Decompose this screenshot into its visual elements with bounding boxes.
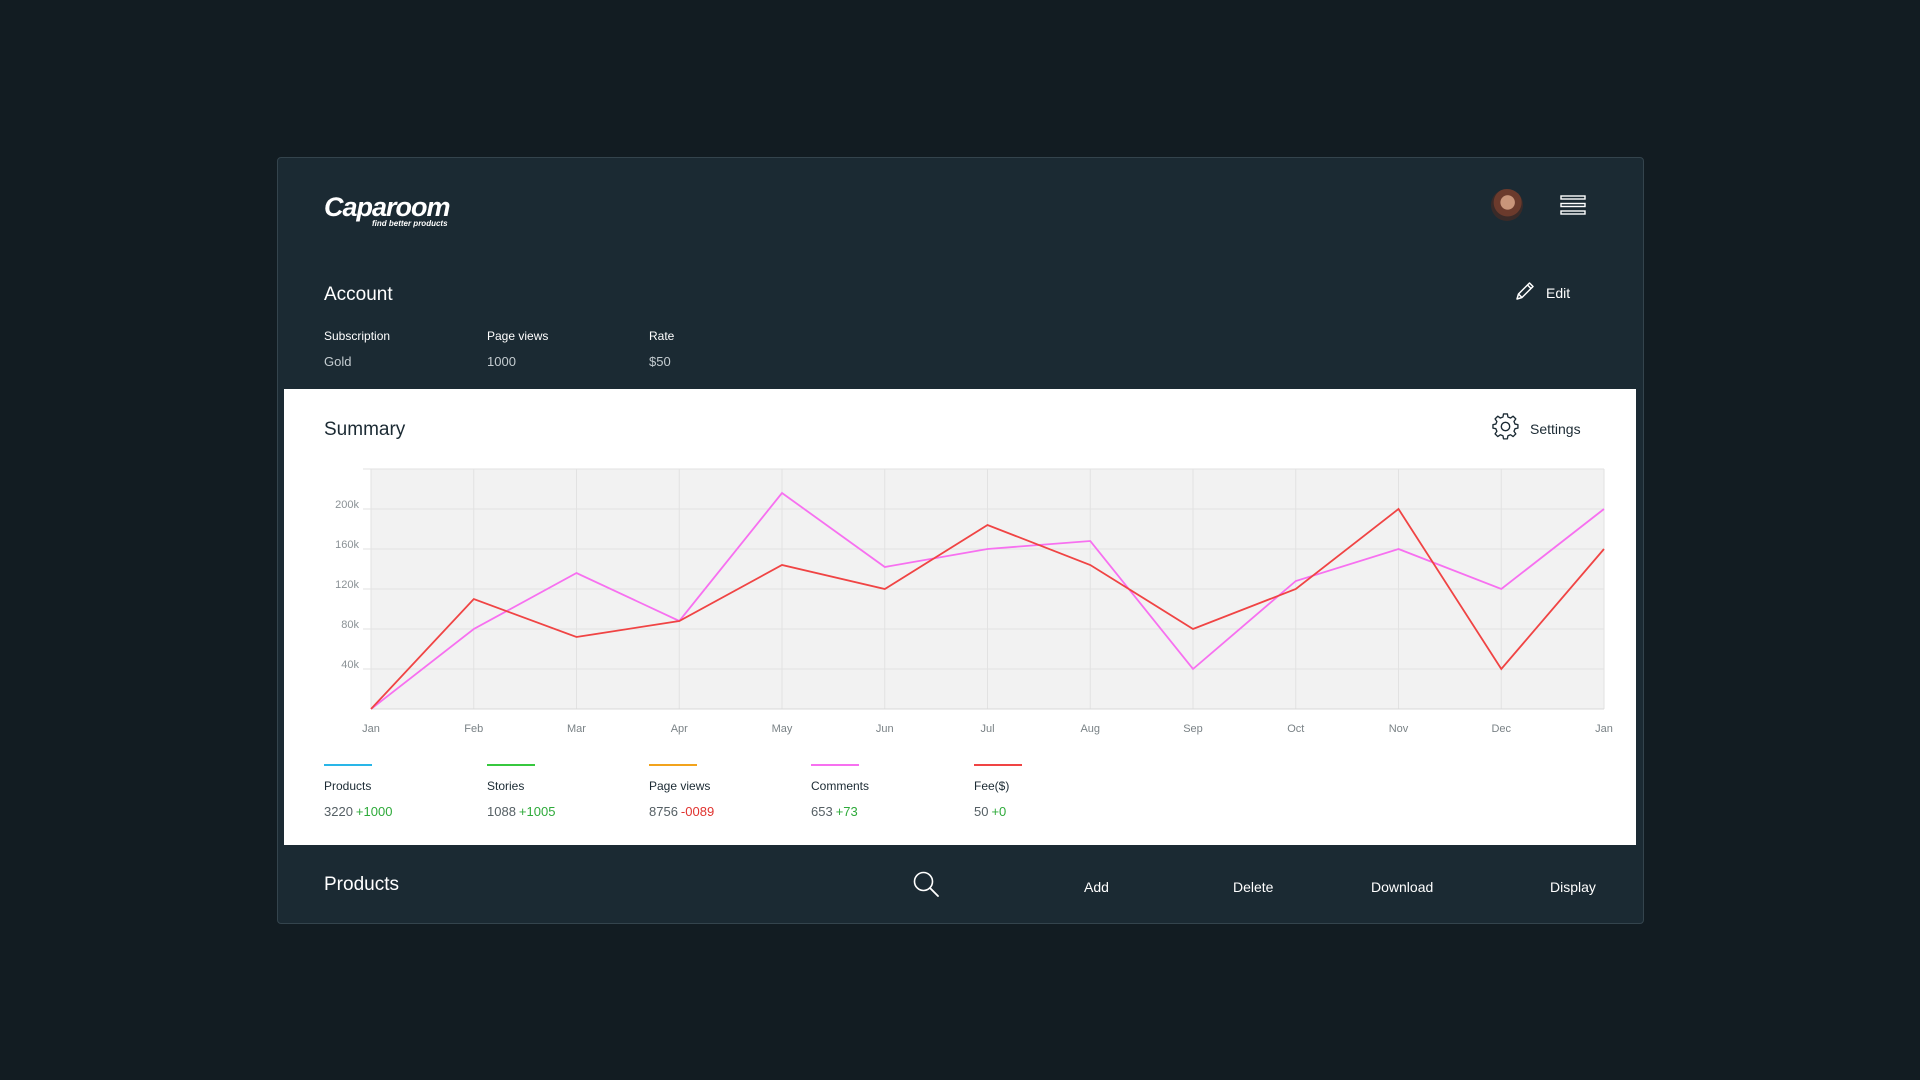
user-avatar[interactable] bbox=[1491, 189, 1523, 221]
y-tick-label: 40k bbox=[341, 659, 359, 671]
delete-button[interactable]: Delete bbox=[1233, 879, 1274, 895]
brand-logo[interactable]: Caparoom find better products bbox=[324, 192, 451, 228]
rate-field: Rate $50 bbox=[649, 329, 674, 369]
page-views-label: Page views bbox=[487, 329, 549, 343]
legend-products: Products 3220 +1000 bbox=[324, 764, 424, 819]
legend-value: 653 bbox=[811, 804, 833, 819]
y-tick-label: 160k bbox=[335, 539, 359, 551]
x-tick-label: Mar bbox=[567, 723, 586, 735]
edit-button[interactable]: Edit bbox=[1514, 280, 1570, 305]
legend-swatch bbox=[324, 764, 372, 766]
legend-label: Fee($) bbox=[974, 779, 1010, 793]
legend-value: 1088 bbox=[487, 804, 516, 819]
display-button[interactable]: Display bbox=[1550, 879, 1596, 895]
download-button[interactable]: Download bbox=[1371, 879, 1434, 895]
legend-label: Products bbox=[324, 779, 372, 793]
legend-value: 8756 bbox=[649, 804, 678, 819]
x-tick-label: Jan bbox=[1595, 723, 1613, 735]
brand-name: Caparoom bbox=[324, 192, 451, 222]
pencil-icon bbox=[1514, 280, 1536, 305]
summary-card: Summary Settings 40k 80k 120k 160k 200k Jan Fe… bbox=[284, 389, 1636, 845]
legend-label: Stories bbox=[487, 779, 525, 793]
legend-delta: +73 bbox=[835, 804, 858, 819]
settings-label: Settings bbox=[1530, 420, 1581, 437]
x-tick-label: Aug bbox=[1080, 723, 1100, 735]
products-title: Products bbox=[324, 874, 399, 895]
legend-value: 50 bbox=[974, 804, 989, 819]
y-tick-label: 200k bbox=[335, 499, 359, 511]
summary-title: Summary bbox=[324, 419, 406, 440]
page-views-value: 1000 bbox=[487, 354, 516, 369]
legend-swatch bbox=[649, 764, 697, 766]
rate-value: $50 bbox=[649, 354, 671, 369]
legend-values: 3220 +1000 bbox=[324, 804, 424, 819]
legend-stories: Stories 1088 +1005 bbox=[487, 764, 587, 819]
subscription-value: Gold bbox=[324, 354, 352, 369]
legend-delta: +1000 bbox=[355, 804, 393, 819]
legend-swatch bbox=[811, 764, 859, 766]
dashboard-panel: Caparoom find better products Account Ed… bbox=[277, 157, 1644, 924]
legend-delta: -0089 bbox=[680, 804, 715, 819]
legend-label: Comments bbox=[811, 779, 870, 793]
subscription-label: Subscription bbox=[324, 329, 391, 343]
legend-values: 8756 -0089 bbox=[649, 804, 749, 819]
y-tick-label: 120k bbox=[335, 579, 359, 591]
legend-values: 653 +73 bbox=[811, 804, 911, 819]
account-title: Account bbox=[324, 284, 393, 305]
brand-tagline: find better products bbox=[371, 219, 448, 228]
x-tick-label: May bbox=[772, 723, 793, 735]
legend-delta: +1005 bbox=[518, 804, 556, 819]
hamburger-menu-icon[interactable] bbox=[1560, 195, 1586, 215]
x-tick-label: Dec bbox=[1491, 723, 1511, 735]
series-line-comments bbox=[370, 491, 1605, 710]
add-button[interactable]: Add bbox=[1084, 879, 1109, 895]
legend-page-views: Page views 8756 -0089 bbox=[649, 764, 749, 819]
y-tick-label: 80k bbox=[341, 619, 359, 631]
x-tick-label: Jun bbox=[876, 723, 894, 735]
search-icon[interactable] bbox=[912, 870, 940, 903]
settings-button[interactable]: Settings bbox=[1492, 413, 1581, 444]
legend-values: 50 +0 bbox=[974, 804, 1074, 819]
legend-values: 1088 +1005 bbox=[487, 804, 587, 819]
legend-label: Page views bbox=[649, 779, 711, 793]
legend-value: 3220 bbox=[324, 804, 353, 819]
page-views-field: Page views 1000 bbox=[487, 329, 548, 369]
gear-icon bbox=[1492, 413, 1520, 444]
legend-swatch bbox=[487, 764, 535, 766]
legend-delta: +0 bbox=[991, 804, 1007, 819]
x-tick-label: Jan bbox=[362, 723, 380, 735]
subscription-field: Subscription Gold bbox=[324, 329, 390, 369]
x-tick-label: Oct bbox=[1287, 723, 1304, 735]
x-tick-label: Feb bbox=[464, 723, 483, 735]
x-tick-label: Sep bbox=[1183, 723, 1203, 735]
x-tick-label: Apr bbox=[671, 723, 688, 735]
summary-line-chart: 40k 80k 120k 160k 200k Jan Feb Mar Apr May Jun Jul A… bbox=[335, 468, 1613, 735]
x-tick-label: Nov bbox=[1389, 723, 1409, 735]
legend-swatch bbox=[974, 764, 1022, 766]
legend-comments: Comments 653 +73 bbox=[811, 764, 911, 819]
legend-fee: Fee($) 50 +0 bbox=[974, 764, 1074, 819]
x-tick-label: Jul bbox=[980, 723, 994, 735]
rate-label: Rate bbox=[649, 329, 675, 343]
series-line-fee bbox=[370, 507, 1605, 710]
edit-label: Edit bbox=[1546, 284, 1571, 301]
